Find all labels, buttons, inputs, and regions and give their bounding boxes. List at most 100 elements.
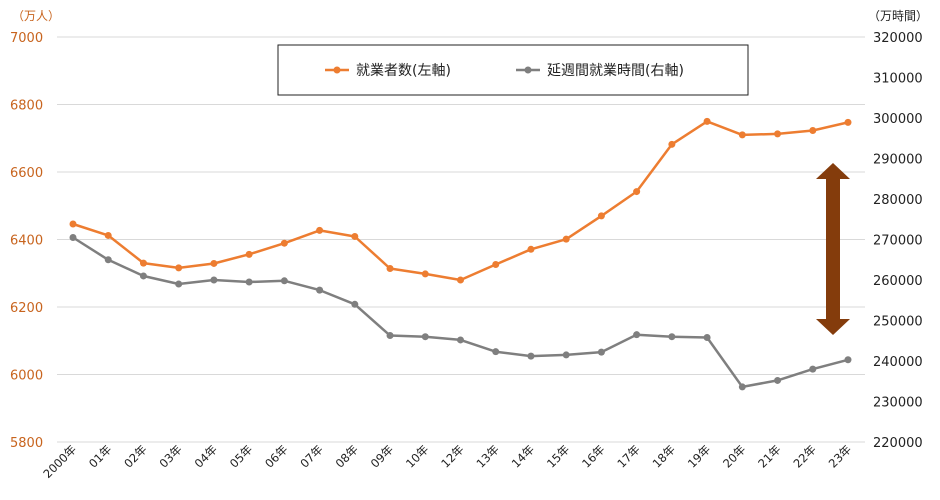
legend-swatch-employed-marker [333, 66, 341, 74]
data-point [668, 140, 676, 148]
data-point [210, 276, 218, 284]
x-tick-label: 17年 [614, 442, 642, 470]
right-tick-label: 220000 [873, 436, 923, 451]
left-tick-label: 6600 [10, 166, 43, 181]
x-tick-label: 23年 [826, 442, 854, 470]
x-tick-label: 08年 [333, 442, 361, 470]
x-tick-label: 09年 [368, 442, 396, 470]
left-tick-label: 5800 [10, 436, 43, 451]
right-tick-label: 290000 [873, 153, 923, 168]
data-point [139, 272, 147, 280]
x-tick-label: 20年 [720, 442, 748, 470]
data-point [457, 336, 464, 344]
left-axis-unit: （万人） [12, 9, 60, 23]
data-point [809, 126, 817, 134]
data-point [386, 265, 394, 273]
series-line-1 [72, 236, 849, 389]
left-tick-label: 6000 [10, 369, 43, 384]
data-point [809, 365, 817, 373]
data-point [245, 250, 253, 258]
data-point [69, 220, 77, 228]
data-point [139, 259, 147, 267]
right-tick-label: 230000 [873, 396, 923, 411]
x-tick-label: 2000年 [40, 442, 79, 481]
data-point [457, 276, 464, 284]
data-point [351, 232, 359, 240]
x-tick-label: 21年 [755, 442, 783, 470]
x-tick-label: 12年 [438, 442, 466, 470]
data-point [280, 277, 288, 285]
data-point [280, 239, 288, 247]
left-tick-label: 6800 [10, 99, 43, 114]
data-point [245, 278, 253, 286]
right-tick-label: 270000 [873, 234, 923, 249]
data-point [527, 352, 535, 360]
data-point [527, 245, 535, 253]
data-point [738, 131, 746, 139]
left-tick-label: 6200 [10, 301, 43, 316]
x-axis-ticks: 2000年 01年 02年 03年 04年 05年 06年 07年 08年 09年 10年 12年 13… [40, 442, 854, 481]
left-tick-label: 7000 [10, 31, 43, 46]
data-point [738, 383, 746, 391]
data-point [703, 334, 711, 342]
data-point [844, 118, 852, 126]
data-point [597, 348, 605, 356]
legend-label-employed: 就業者数(左軸) [356, 63, 451, 79]
x-tick-label: 07年 [297, 442, 325, 470]
x-tick-label: 22年 [791, 442, 819, 470]
right-tick-label: 320000 [873, 31, 923, 46]
data-point [597, 212, 605, 220]
data-point [104, 256, 112, 264]
data-point [774, 376, 782, 384]
data-point [175, 264, 183, 272]
right-tick-label: 240000 [873, 355, 923, 370]
data-point [351, 300, 359, 308]
data-point [421, 270, 429, 278]
double-arrow [816, 163, 850, 335]
data-point [421, 333, 429, 341]
series-layer [69, 117, 852, 391]
x-tick-label: 15年 [544, 442, 572, 470]
x-tick-label: 16年 [579, 442, 607, 470]
data-point [210, 259, 218, 267]
data-point [774, 130, 782, 138]
data-point [104, 231, 112, 239]
data-point [492, 348, 500, 356]
series-line-0 [72, 120, 849, 282]
x-tick-label: 13年 [473, 442, 501, 470]
x-tick-label: 03年 [156, 442, 184, 470]
data-point [668, 333, 676, 341]
right-axis-ticks: 320000 310000 300000 290000 280000 270000 2600… [873, 31, 923, 451]
left-axis-ticks: 7000 6800 6600 6400 6200 6000 5800 [10, 31, 43, 451]
x-tick-label: 04年 [192, 442, 220, 470]
data-point [562, 351, 570, 359]
right-tick-label: 310000 [873, 72, 923, 87]
data-point [316, 226, 324, 234]
legend-label-hours: 延週間就業時間(右軸) [547, 63, 684, 79]
legend-box [277, 44, 749, 96]
data-point [562, 235, 570, 243]
x-tick-label: 02年 [121, 442, 149, 470]
left-tick-label: 6400 [10, 234, 43, 249]
data-point [844, 356, 852, 364]
legend: 就業者数(左軸) 延週間就業時間(右軸) [277, 44, 749, 96]
x-tick-label: 19年 [685, 442, 713, 470]
right-tick-label: 300000 [873, 112, 923, 127]
x-tick-label: 01年 [86, 442, 114, 470]
data-point [175, 280, 183, 288]
x-tick-label: 18年 [650, 442, 678, 470]
data-point [633, 331, 641, 339]
data-point [316, 286, 324, 294]
data-point [69, 233, 77, 241]
x-tick-label: 10年 [403, 442, 431, 470]
data-point [386, 331, 394, 339]
gridlines [57, 36, 865, 443]
right-tick-label: 260000 [873, 274, 923, 289]
right-axis-unit: （万時間） [868, 9, 928, 23]
data-point [703, 117, 711, 125]
data-point [633, 188, 641, 196]
double-arrow-annotation [816, 163, 850, 335]
legend-swatch-hours-marker [524, 66, 532, 74]
x-tick-label: 06年 [262, 442, 290, 470]
